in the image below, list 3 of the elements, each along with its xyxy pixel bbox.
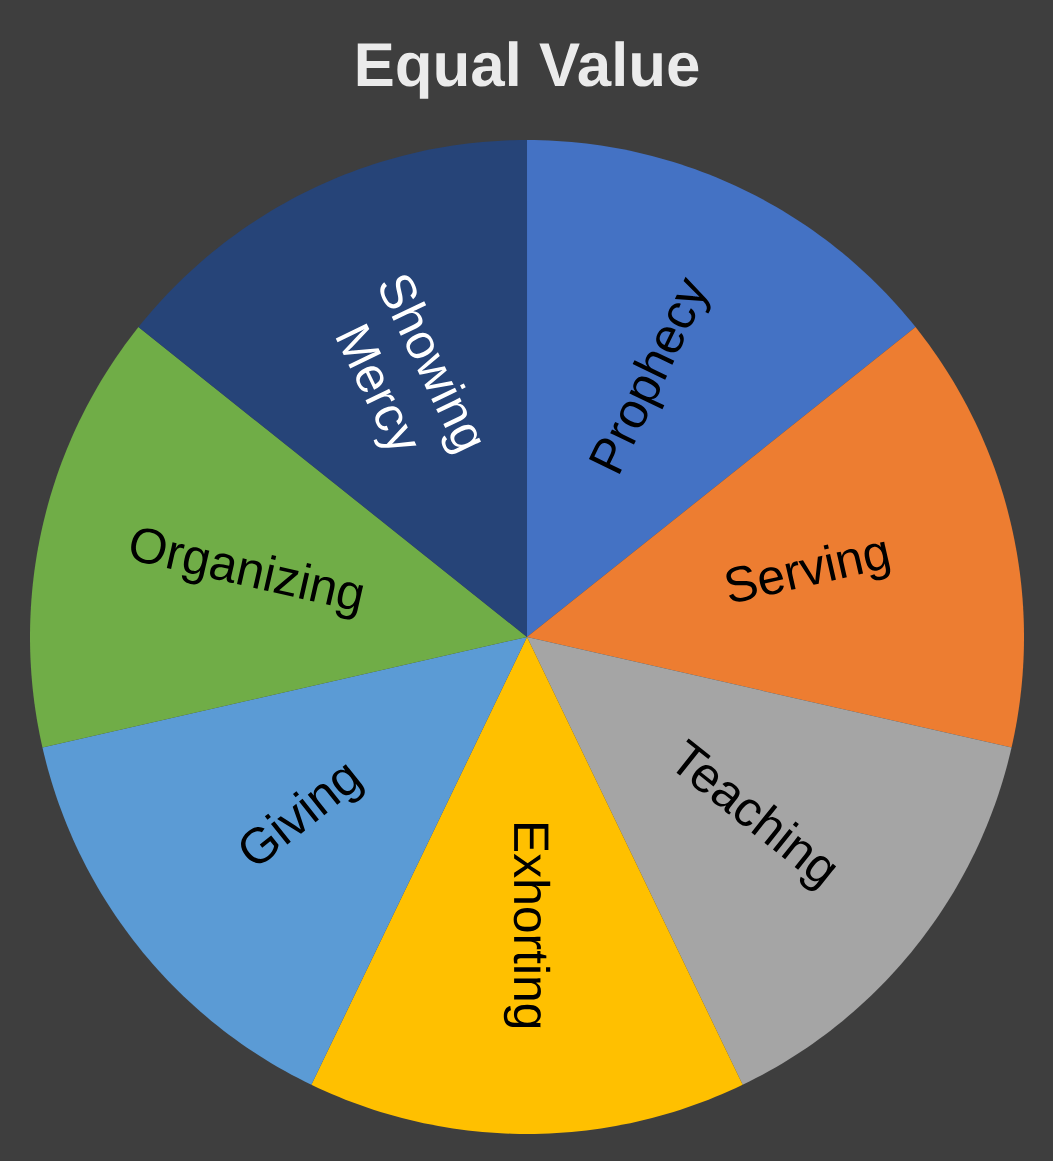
chart-title: Equal Value [357,41,699,99]
slice-label: Serving [726,541,891,602]
slice-label: Exhorting [503,824,551,1028]
